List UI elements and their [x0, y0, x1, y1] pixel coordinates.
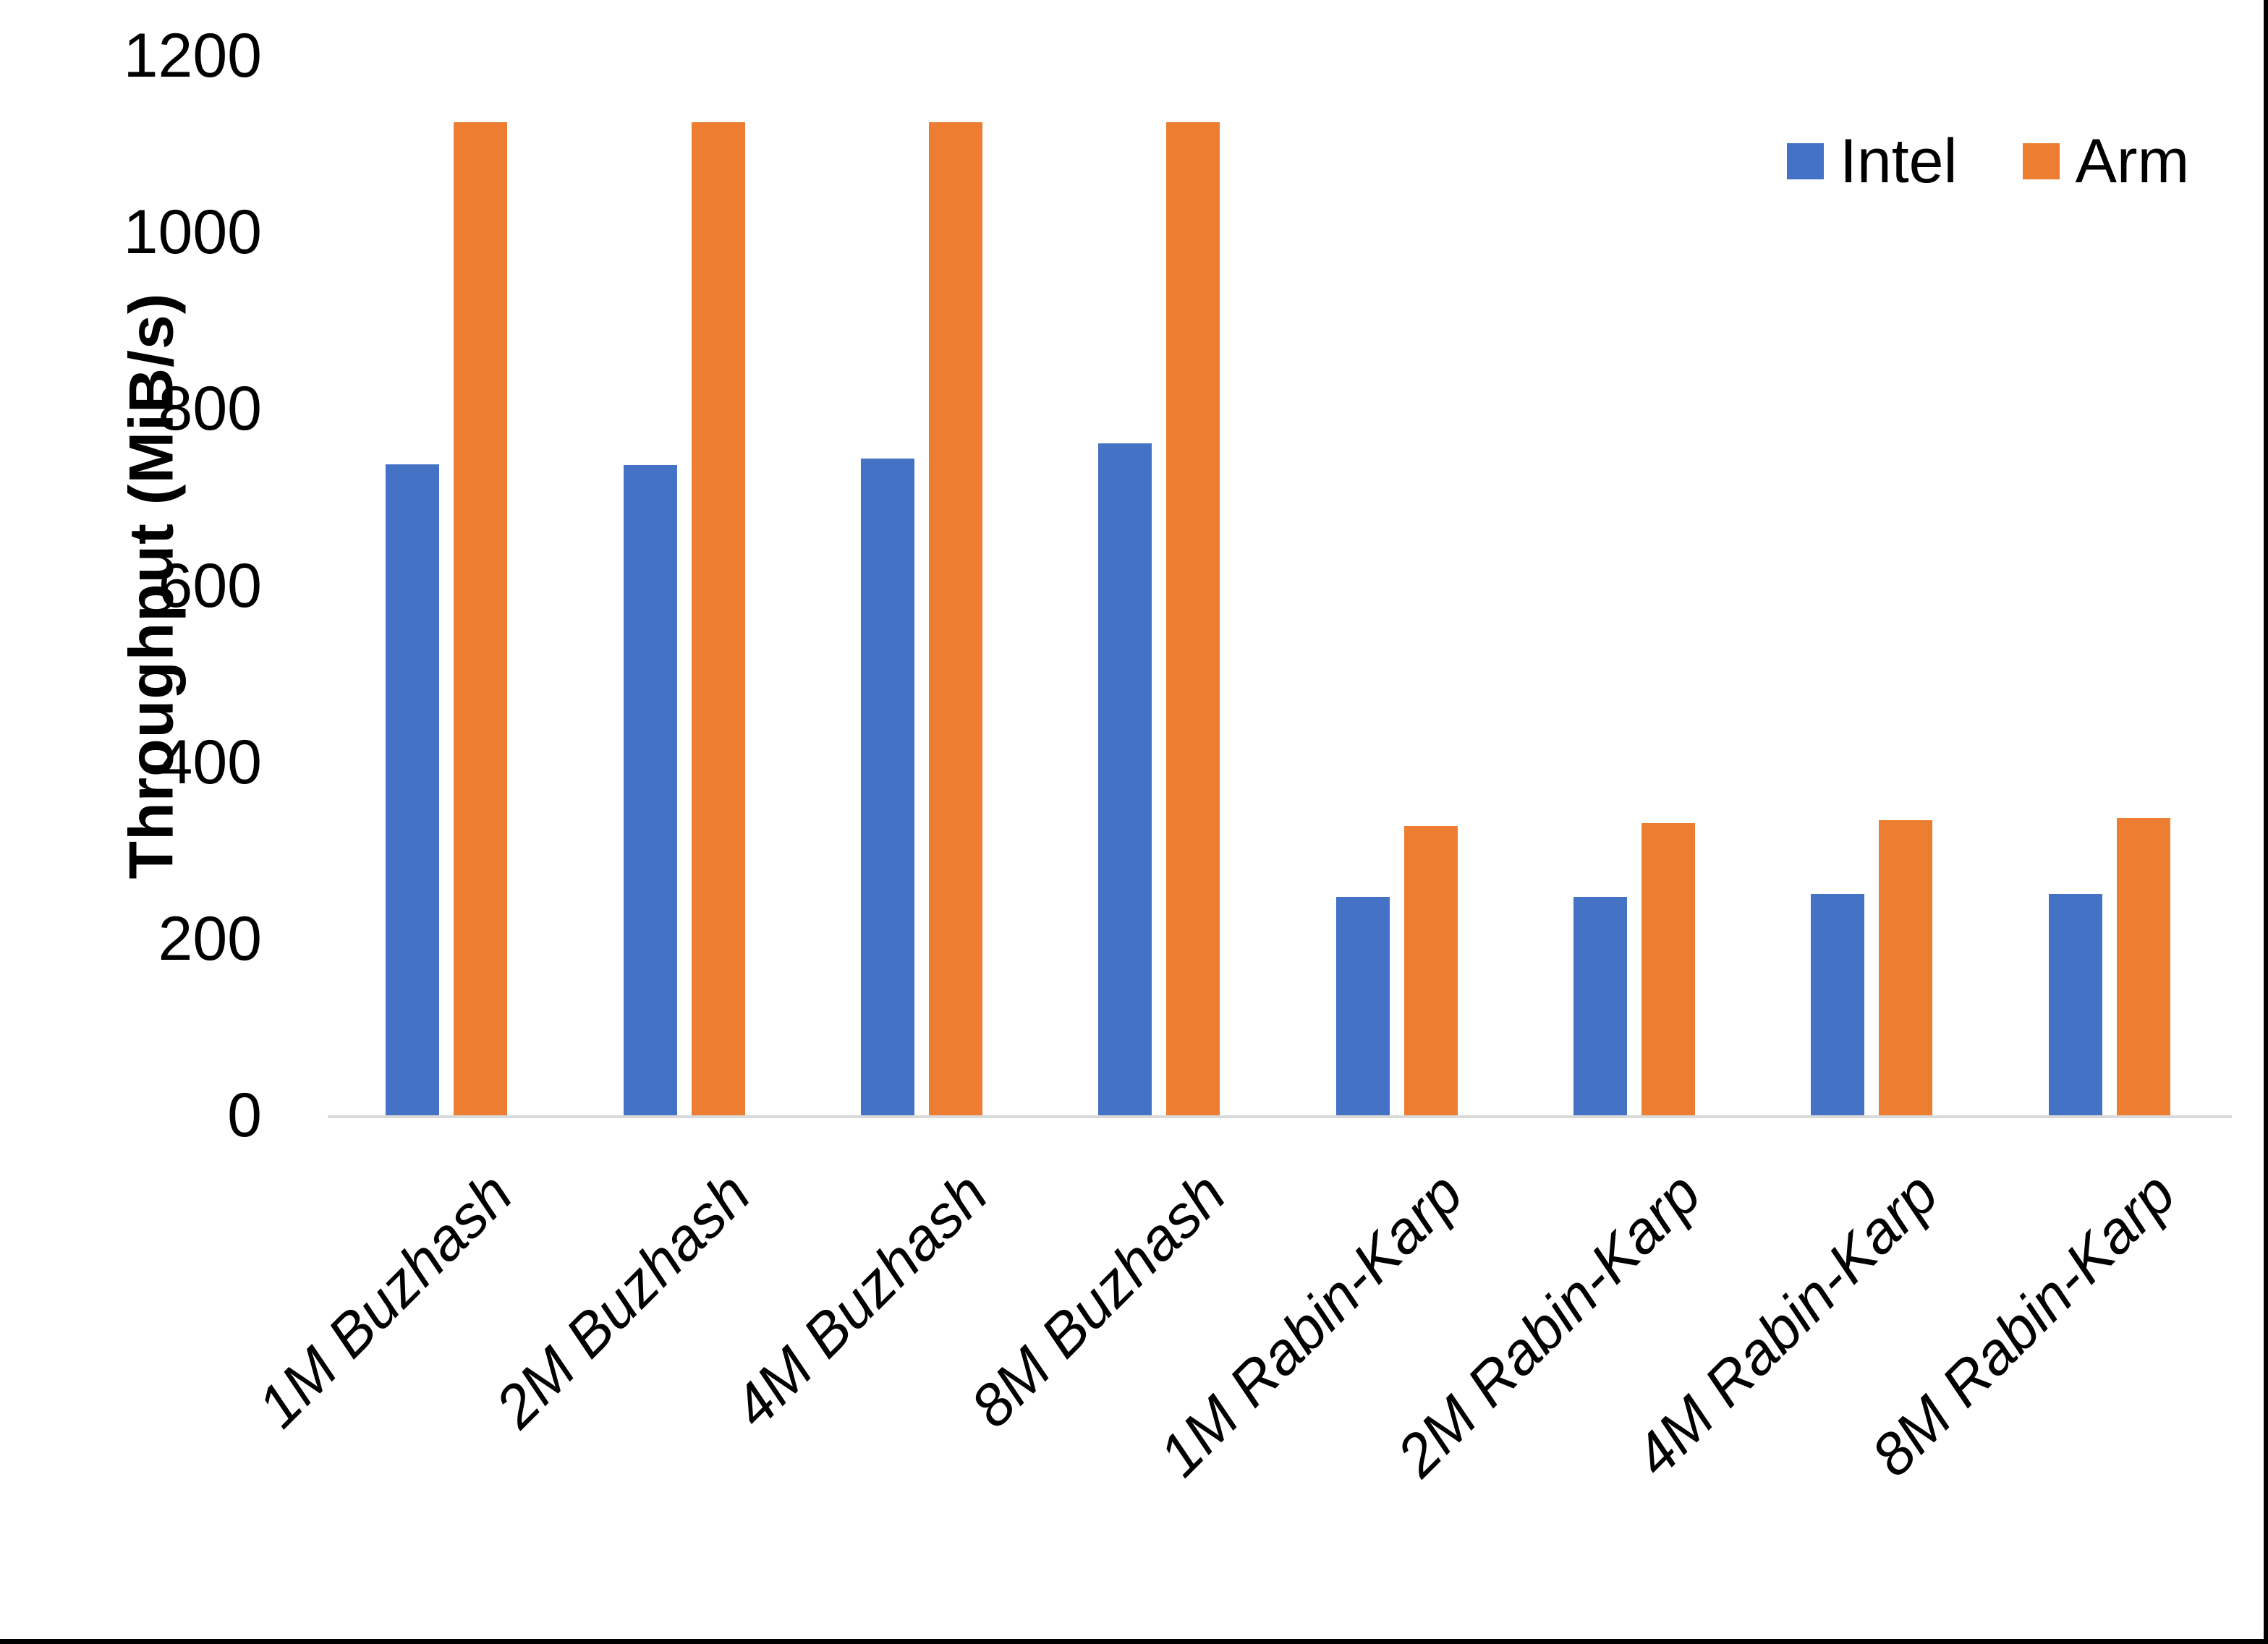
legend-item-arm: Arm	[2022, 127, 2190, 196]
y-tick-label-200: 200	[158, 903, 263, 974]
legend: Intel Arm	[1787, 130, 2189, 192]
page-border-bottom	[0, 1639, 2268, 1644]
intel-legend-swatch	[1787, 143, 1824, 179]
bar-arm-2m-rabin-karp	[1641, 823, 1695, 1115]
bar-arm-8m-rabin-karp	[2117, 818, 2170, 1115]
arm-legend-swatch	[2022, 143, 2060, 179]
bar-intel-4m-rabin-karp	[1811, 894, 1864, 1115]
bar-intel-2m-rabin-karp	[1573, 897, 1627, 1115]
bar-arm-4m-buzhash	[929, 122, 982, 1115]
x-axis-line	[328, 1115, 2232, 1118]
y-tick-label-1200: 1200	[123, 21, 262, 90]
y-tick-label-400: 400	[158, 727, 263, 797]
x-category-label-4m-buzhash: 4M Buzhash	[721, 1160, 1001, 1441]
bar-arm-4m-rabin-karp	[1879, 820, 1932, 1115]
y-tick-label-800: 800	[158, 374, 263, 444]
bar-intel-1m-rabin-karp	[1336, 897, 1390, 1115]
intel-legend-label: Intel	[1840, 127, 1958, 196]
bar-arm-8m-buzhash	[1166, 122, 1220, 1115]
bar-intel-4m-buzhash	[861, 459, 914, 1115]
page-border-right	[2264, 0, 2268, 1644]
y-tick-label-0: 0	[227, 1081, 262, 1150]
x-category-label-1m-buzhash: 1M Buzhash	[245, 1160, 525, 1441]
bar-arm-2m-buzhash	[692, 122, 745, 1115]
bar-intel-8m-rabin-karp	[2049, 894, 2102, 1115]
bar-intel-8m-buzhash	[1098, 443, 1152, 1115]
x-category-label-2m-buzhash: 2M Buzhash	[483, 1160, 763, 1441]
y-tick-label-600: 600	[158, 550, 263, 621]
bar-arm-1m-buzhash	[454, 122, 507, 1115]
bar-arm-1m-rabin-karp	[1404, 826, 1458, 1115]
arm-legend-label: Arm	[2075, 127, 2190, 196]
bar-intel-2m-buzhash	[624, 465, 677, 1115]
legend-item-intel: Intel	[1787, 130, 1958, 192]
y-tick-label-1000: 1000	[123, 197, 262, 268]
bar-intel-1m-buzhash	[386, 464, 439, 1115]
